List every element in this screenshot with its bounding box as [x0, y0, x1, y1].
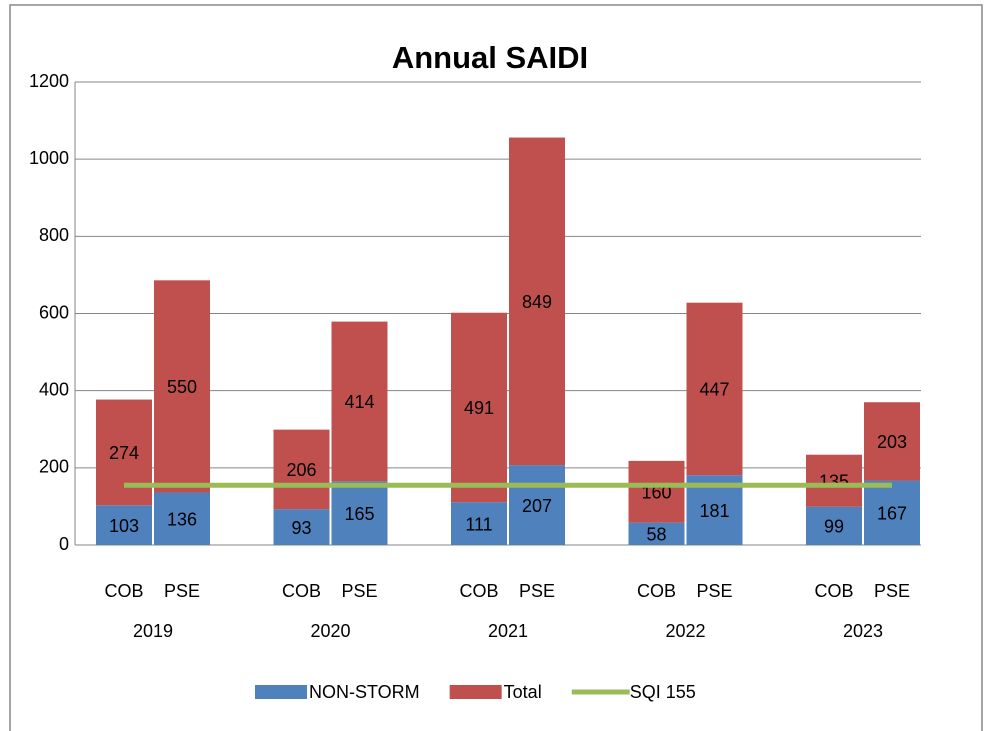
data-label: 203: [877, 432, 907, 452]
legend-label: Total: [504, 682, 542, 702]
data-label: 550: [167, 377, 197, 397]
bar-segment: [806, 454, 862, 507]
y-tick-label: 800: [39, 225, 69, 245]
bar-segment: [509, 137, 565, 466]
group-label: 2020: [310, 621, 350, 641]
data-label: 206: [286, 460, 316, 480]
bar-segment: [509, 465, 565, 545]
group-label: 2021: [488, 621, 528, 641]
y-tick-label: 1200: [29, 71, 69, 91]
bar-segment: [96, 505, 152, 545]
data-label: 103: [109, 516, 139, 536]
data-label: 447: [699, 380, 729, 400]
data-label: 181: [699, 501, 729, 521]
data-label: 274: [109, 443, 139, 463]
data-label: 58: [646, 525, 666, 545]
bar-segment: [154, 280, 210, 493]
x-tick-label: PSE: [874, 581, 910, 601]
x-tick-label: COB: [459, 581, 498, 601]
x-tick-label: COB: [814, 581, 853, 601]
bar-segment: [331, 481, 388, 545]
legend-label: NON-STORM: [309, 682, 420, 702]
y-tick-label: 600: [39, 302, 69, 322]
bar-segment: [331, 321, 388, 482]
bar-segment: [451, 502, 507, 545]
bar-segment: [273, 509, 330, 545]
group-label: 2019: [133, 621, 173, 641]
bar-segment: [864, 402, 920, 481]
y-tick-label: 200: [39, 457, 69, 477]
chart-title: Annual SAIDI: [392, 40, 588, 75]
bar-segment: [686, 302, 743, 476]
bar-segment: [273, 429, 330, 510]
data-label: 414: [344, 392, 374, 412]
bar-segment: [154, 492, 210, 545]
bar-segment: [451, 312, 507, 503]
data-label: 207: [522, 496, 552, 516]
y-tick-label: 0: [59, 534, 69, 554]
data-label: 111: [465, 514, 492, 534]
data-label: 93: [291, 518, 311, 538]
data-label: 136: [167, 510, 197, 530]
bar-segment: [628, 522, 685, 545]
data-label: 135: [819, 472, 849, 492]
bar-segment: [806, 506, 862, 545]
x-tick-label: COB: [637, 581, 676, 601]
x-tick-label: PSE: [519, 581, 555, 601]
data-label: 849: [522, 292, 552, 312]
legend-swatch: [449, 685, 502, 699]
frame: [9, 4, 983, 731]
data-label: 165: [344, 504, 374, 524]
y-tick-label: 1000: [29, 148, 69, 168]
data-label: 491: [464, 398, 494, 418]
x-tick-label: PSE: [341, 581, 377, 601]
data-label: 99: [824, 517, 844, 537]
group-label: 2023: [843, 621, 883, 641]
y-tick-label: 400: [39, 379, 69, 399]
legend-label: SQI 155: [630, 682, 696, 702]
x-tick-label: COB: [104, 581, 143, 601]
x-tick-label: PSE: [696, 581, 732, 601]
x-tick-label: PSE: [164, 581, 200, 601]
bar-segment: [864, 480, 920, 545]
group-label: 2022: [665, 621, 705, 641]
x-tick-label: COB: [282, 581, 321, 601]
bar-segment: [628, 460, 685, 523]
data-label: 167: [877, 504, 907, 524]
legend-swatch: [255, 685, 307, 699]
